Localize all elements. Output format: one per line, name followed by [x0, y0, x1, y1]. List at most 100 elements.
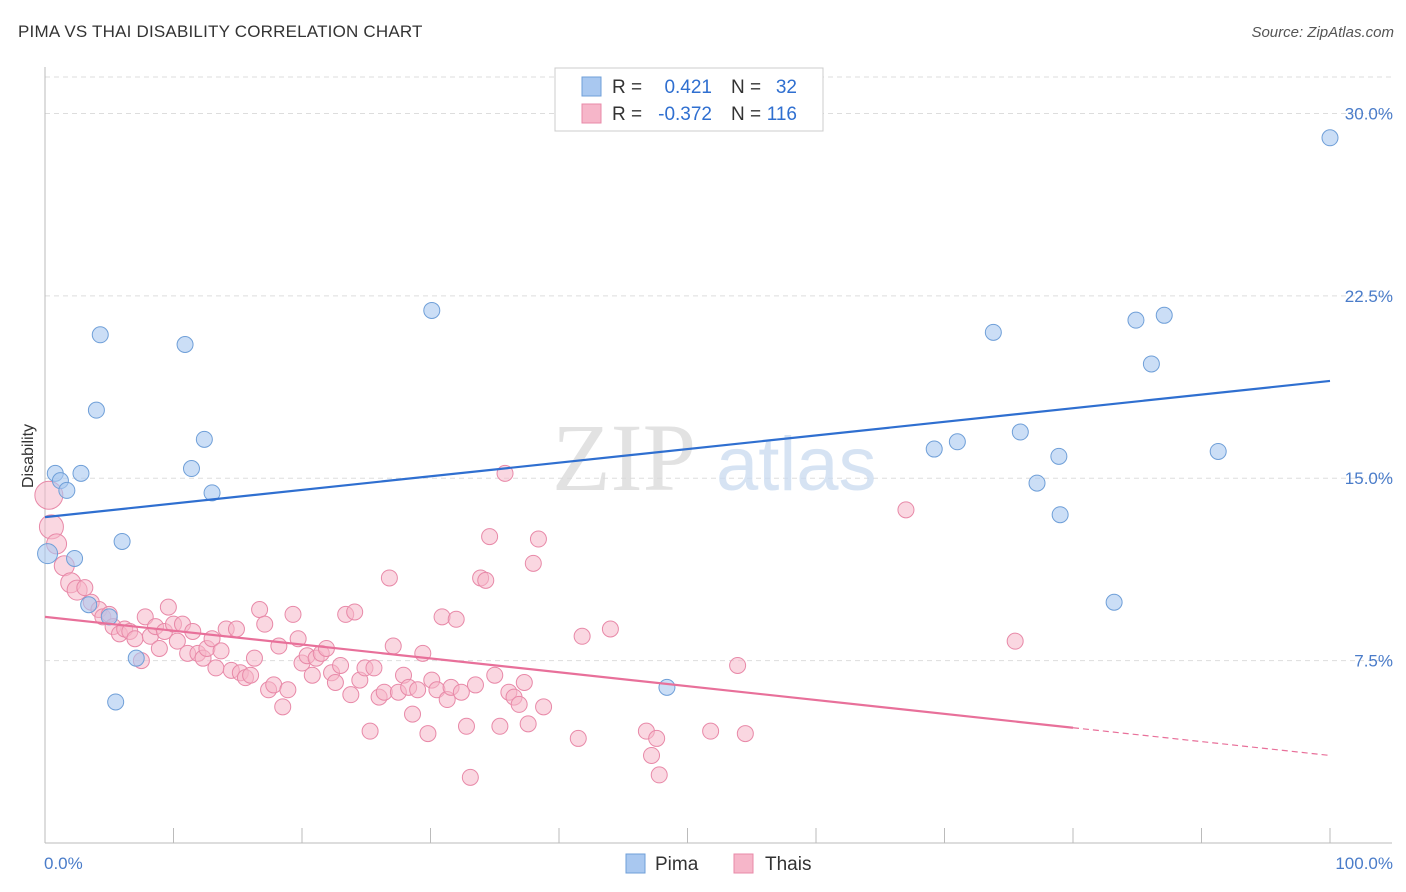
- pima-point: [203, 484, 221, 502]
- thais-trend-line: [44, 615, 1074, 729]
- thais-point: [274, 698, 292, 716]
- pima-point: [1209, 442, 1227, 460]
- chart-title: PIMA VS THAI DISABILITY CORRELATION CHAR…: [18, 22, 423, 41]
- thais-point: [245, 649, 263, 667]
- thais-point: [524, 554, 542, 572]
- thais-point: [375, 683, 393, 701]
- thais-point: [365, 659, 383, 677]
- thais-point: [159, 598, 177, 616]
- legend-r-value-pima: 0.421: [664, 77, 712, 98]
- legend-r-label-thais: R =: [612, 104, 642, 125]
- legend-n-label-pima: N =: [731, 77, 761, 98]
- trend-lines: [44, 379, 1331, 757]
- pima-point: [1155, 306, 1173, 324]
- pima-point: [127, 649, 145, 667]
- pima-point: [91, 326, 109, 344]
- thais-point: [702, 722, 720, 740]
- axes: [44, 67, 1392, 844]
- x-tick-label: 0.0%: [44, 854, 83, 873]
- thais-point: [409, 681, 427, 699]
- thais-series: [34, 464, 1024, 786]
- source-label: Source: ZipAtlas.com: [1251, 24, 1394, 41]
- pima-point: [80, 596, 98, 614]
- thais-point: [207, 659, 225, 677]
- bottom-legend-swatch-thais: [733, 853, 754, 874]
- pima-point: [107, 693, 125, 711]
- legend-r-label-pima: R =: [612, 77, 642, 98]
- pima-point: [195, 430, 213, 448]
- thais-point: [515, 674, 533, 692]
- thais-point: [729, 656, 747, 674]
- pima-point: [66, 549, 84, 567]
- legend-swatch-pima: [581, 76, 602, 97]
- pima-point: [1321, 129, 1339, 147]
- thais-point: [384, 637, 402, 655]
- thais-point: [342, 686, 360, 704]
- thais-point: [332, 656, 350, 674]
- pima-point: [423, 301, 441, 319]
- pima-point: [87, 401, 105, 419]
- thais-point: [284, 605, 302, 623]
- thais-point: [648, 729, 666, 747]
- pima-point: [925, 440, 943, 458]
- pima-point: [1051, 506, 1069, 524]
- thais-point: [486, 666, 504, 684]
- thais-point: [242, 666, 260, 684]
- thais-point: [491, 717, 509, 735]
- grid-lines: [45, 76, 1392, 662]
- thais-point: [601, 620, 619, 638]
- thais-point: [897, 501, 915, 519]
- pima-point: [72, 464, 90, 482]
- pima-point: [1127, 311, 1145, 329]
- thais-point: [529, 530, 547, 548]
- thais-point: [457, 717, 475, 735]
- thais-point: [510, 695, 528, 713]
- thais-point: [466, 676, 484, 694]
- legend-n-value-pima: 32: [776, 77, 797, 98]
- bottom-legend-label-thais: Thais: [765, 854, 811, 875]
- x-tick-label: 100.0%: [1335, 854, 1393, 873]
- thais-point: [326, 674, 344, 692]
- thais-trend-extension: [1072, 727, 1331, 757]
- y-tick-label: 15.0%: [1345, 469, 1393, 488]
- y-axis-label: Disability: [20, 424, 37, 488]
- legend-swatch-thais: [581, 103, 602, 124]
- thais-point: [126, 630, 144, 648]
- bottom-legend-swatch-pima: [625, 853, 646, 874]
- thais-point: [150, 639, 168, 657]
- watermark-atlas: atlas: [716, 422, 877, 507]
- bottom-legend: Pima Thais: [625, 853, 811, 875]
- thais-point: [433, 608, 451, 626]
- thais-point: [303, 666, 321, 684]
- thais-point: [227, 620, 245, 638]
- thais-point: [212, 642, 230, 660]
- watermark-zip: ZIP: [552, 404, 696, 511]
- thais-point: [168, 632, 186, 650]
- legend-r-value-thais: -0.372: [658, 104, 712, 125]
- pima-point: [1011, 423, 1029, 441]
- legend-n-label-thais: N =: [731, 104, 761, 125]
- pima-trend-line: [44, 379, 1331, 519]
- thais-point: [643, 746, 661, 764]
- thais-point: [736, 725, 754, 743]
- thais-point: [346, 603, 364, 621]
- bottom-legend-label-pima: Pima: [655, 854, 699, 875]
- thais-point: [380, 569, 398, 587]
- pima-point: [658, 678, 676, 696]
- pima-point: [182, 460, 200, 478]
- thais-point: [519, 715, 537, 733]
- thais-point: [251, 601, 269, 619]
- thais-point: [569, 729, 587, 747]
- thais-point: [535, 698, 553, 716]
- pima-point: [948, 433, 966, 451]
- pima-point: [984, 323, 1002, 341]
- thais-point: [650, 766, 668, 784]
- pima-series: [37, 129, 1339, 711]
- tick-labels: 7.5% 15.0% 22.5% 30.0% 0.0% 100.0%: [44, 104, 1393, 873]
- thais-point: [1006, 632, 1024, 650]
- pima-point: [37, 543, 59, 565]
- y-tick-label: 7.5%: [1354, 652, 1393, 671]
- thais-point: [256, 615, 274, 633]
- pima-point: [1142, 355, 1160, 373]
